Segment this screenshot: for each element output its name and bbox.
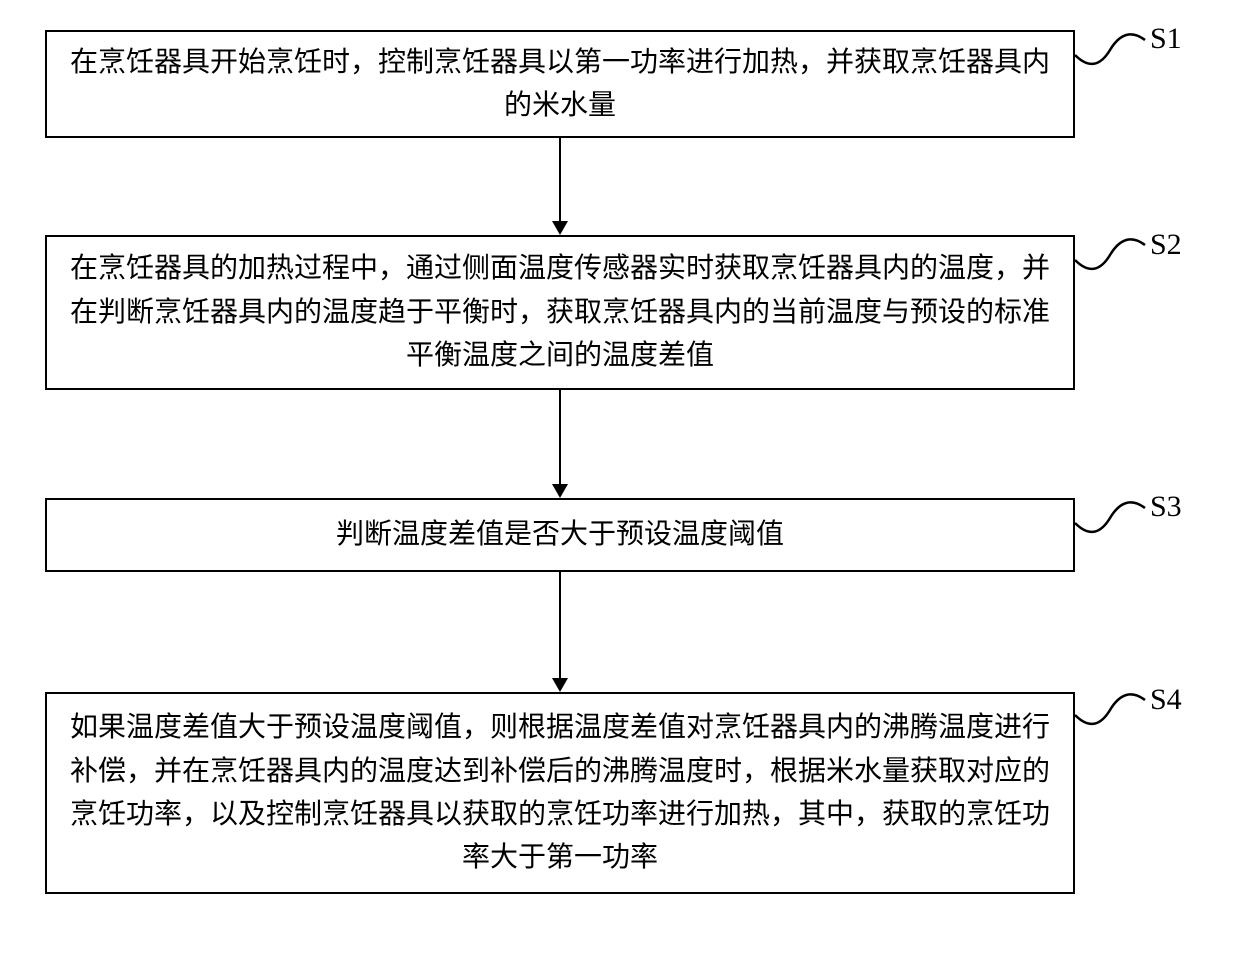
arrowhead-1-2 [552, 221, 568, 235]
label-curve-s1 [1075, 20, 1155, 80]
arrowhead-2-3 [552, 484, 568, 498]
flow-node-s4: 如果温度差值大于预设温度阈值，则根据温度差值对烹饪器具内的沸腾温度进行补偿，并在… [45, 692, 1075, 894]
label-curve-s4 [1075, 680, 1155, 740]
flow-node-s2-text: 在烹饪器具的加热过程中，通过侧面温度传感器实时获取烹饪器具内的温度，并在判断烹饪… [67, 247, 1053, 377]
label-curve-s2 [1075, 225, 1155, 285]
arrowhead-3-4 [552, 678, 568, 692]
flow-node-s4-text: 如果温度差值大于预设温度阈值，则根据温度差值对烹饪器具内的沸腾温度进行补偿，并在… [67, 706, 1053, 880]
label-curve-s3 [1075, 488, 1155, 548]
flow-label-s1: S1 [1150, 22, 1182, 56]
flowchart-container: 在烹饪器具开始烹饪时，控制烹饪器具以第一功率进行加热，并获取烹饪器具内的米水量 … [0, 0, 1240, 957]
flow-node-s3-text: 判断温度差值是否大于预设温度阈值 [336, 513, 784, 556]
flow-label-s4: S4 [1150, 683, 1182, 717]
flow-label-s3-text: S3 [1150, 490, 1182, 523]
flow-node-s2: 在烹饪器具的加热过程中，通过侧面温度传感器实时获取烹饪器具内的温度，并在判断烹饪… [45, 235, 1075, 390]
flow-label-s2-text: S2 [1150, 228, 1182, 261]
flow-label-s2: S2 [1150, 228, 1182, 262]
flow-node-s1: 在烹饪器具开始烹饪时，控制烹饪器具以第一功率进行加热，并获取烹饪器具内的米水量 [45, 30, 1075, 138]
flow-label-s1-text: S1 [1150, 22, 1182, 55]
flow-label-s3: S3 [1150, 490, 1182, 524]
flow-label-s4-text: S4 [1150, 683, 1182, 716]
connector-3-4 [559, 572, 561, 678]
flow-node-s3: 判断温度差值是否大于预设温度阈值 [45, 498, 1075, 572]
connector-2-3 [559, 390, 561, 484]
connector-1-2 [559, 138, 561, 221]
flow-node-s1-text: 在烹饪器具开始烹饪时，控制烹饪器具以第一功率进行加热，并获取烹饪器具内的米水量 [67, 41, 1053, 128]
